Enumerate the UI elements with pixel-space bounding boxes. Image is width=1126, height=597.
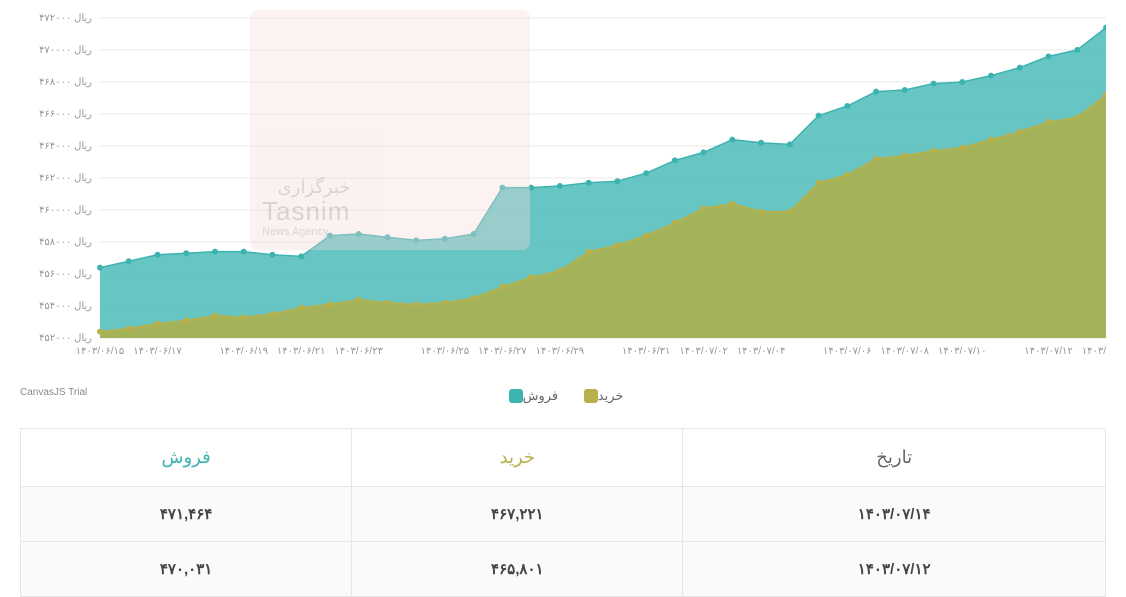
cell-buy: ۴۶۵,۸۰۱ xyxy=(352,542,683,597)
svg-text:۱۴۰۳/۰۷/۰۲: ۱۴۰۳/۰۷/۰۲ xyxy=(679,346,728,357)
svg-text:۱۴۰۳/۰۷/۰۶: ۱۴۰۳/۰۷/۰۶ xyxy=(823,346,872,357)
svg-text:۱۴۰۳/۰۶/۲۵: ۱۴۰۳/۰۶/۲۵ xyxy=(421,346,470,357)
svg-text:۱۴۰۳/۰۶/۲۳: ۱۴۰۳/۰۶/۲۳ xyxy=(334,346,383,357)
svg-text:۱۴۰۳/۰۷/۱۲: ۱۴۰۳/۰۷/۱۲ xyxy=(1024,346,1073,357)
watermark-en: Tasnim xyxy=(262,197,350,226)
svg-text:۱۴۰۳/۰۷/۱۰: ۱۴۰۳/۰۷/۱۰ xyxy=(938,346,987,357)
svg-text:۱۴۰۳/۰۶/۲۹: ۱۴۰۳/۰۶/۲۹ xyxy=(536,346,585,357)
legend-sell-swatch xyxy=(509,389,523,403)
legend-sell-label: فروش xyxy=(523,388,559,404)
svg-text:ریال ۴۶۴۰۰۰: ریال ۴۶۴۰۰۰ xyxy=(39,141,92,152)
legend: فروش خرید xyxy=(20,388,1106,406)
svg-text:ریال ۴۵۴۰۰۰: ریال ۴۵۴۰۰۰ xyxy=(39,301,92,312)
svg-text:ریال ۴۵۸۰۰۰: ریال ۴۵۸۰۰۰ xyxy=(39,237,92,248)
cell-date: ۱۴۰۳/۰۷/۱۲ xyxy=(683,542,1106,597)
svg-text:ریال ۴۶۲۰۰۰: ریال ۴۶۲۰۰۰ xyxy=(39,173,92,184)
svg-text:ریال ۴۵۶۰۰۰: ریال ۴۵۶۰۰۰ xyxy=(39,269,92,280)
price-table: فروش خرید تاریخ ۴۷۱,۴۶۴۴۶۷,۲۲۱۱۴۰۳/۰۷/۱۴… xyxy=(20,428,1106,597)
col-sell: فروش xyxy=(21,429,352,487)
svg-text:۱۴۰۳/۰۷/۱۴: ۱۴۰۳/۰۷/۱۴ xyxy=(1082,346,1106,357)
svg-text:ریال ۴۶۰۰۰۰: ریال ۴۶۰۰۰۰ xyxy=(39,205,92,216)
svg-text:۱۴۰۳/۰۶/۱۹: ۱۴۰۳/۰۶/۱۹ xyxy=(219,346,268,357)
watermark: خبرگزاری Tasnim News Agency xyxy=(250,10,530,250)
svg-text:۱۴۰۳/۰۷/۰۸: ۱۴۰۳/۰۷/۰۸ xyxy=(881,346,930,357)
svg-text:۱۴۰۳/۰۶/۲۱: ۱۴۰۳/۰۶/۲۱ xyxy=(277,346,326,357)
legend-buy-label: خرید xyxy=(598,388,624,404)
svg-text:۱۴۰۳/۰۶/۳۱: ۱۴۰۳/۰۶/۳۱ xyxy=(622,346,671,357)
svg-text:۱۴۰۳/۰۶/۱۵: ۱۴۰۳/۰۶/۱۵ xyxy=(76,346,125,357)
svg-text:ریال ۴۶۶۰۰۰: ریال ۴۶۶۰۰۰ xyxy=(39,109,92,120)
table-header-row: فروش خرید تاریخ xyxy=(21,429,1106,487)
cell-buy: ۴۶۷,۲۲۱ xyxy=(352,487,683,542)
col-buy: خرید xyxy=(352,429,683,487)
cell-sell: ۴۷۰,۰۳۱ xyxy=(21,542,352,597)
svg-text:۱۴۰۳/۰۶/۱۷: ۱۴۰۳/۰۶/۱۷ xyxy=(133,346,182,357)
legend-buy: خرید xyxy=(578,388,624,404)
legend-buy-swatch xyxy=(584,389,598,403)
chart-svg: ریال ۴۵۲۰۰۰ ریال ۴۵۴۰۰۰ ریال ۴۵۶۰۰۰ ریال ۴۵… xyxy=(20,10,1106,370)
table-row: ۴۷۰,۰۳۱۴۶۵,۸۰۱۱۴۰۳/۰۷/۱۲ xyxy=(21,542,1106,597)
table-row: ۴۷۱,۴۶۴۴۶۷,۲۲۱۱۴۰۳/۰۷/۱۴ xyxy=(21,487,1106,542)
watermark-sub: News Agency xyxy=(262,226,350,238)
col-date: تاریخ xyxy=(683,429,1106,487)
legend-sell: فروش xyxy=(503,388,559,404)
svg-text:ریال ۴۵۲۰۰۰: ریال ۴۵۲۰۰۰ xyxy=(39,333,92,344)
svg-text:۱۴۰۳/۰۶/۲۷: ۱۴۰۳/۰۶/۲۷ xyxy=(478,346,527,357)
cell-sell: ۴۷۱,۴۶۴ xyxy=(21,487,352,542)
watermark-ar: خبرگزاری xyxy=(262,178,350,198)
cell-date: ۱۴۰۳/۰۷/۱۴ xyxy=(683,487,1106,542)
svg-text:ریال ۴۷۰۰۰۰: ریال ۴۷۰۰۰۰ xyxy=(39,45,92,56)
trial-label: CanvasJS Trial xyxy=(20,387,87,398)
svg-text:ریال ۴۷۲۰۰۰: ریال ۴۷۲۰۰۰ xyxy=(39,13,92,24)
price-chart: خبرگزاری Tasnim News Agency ریال ۴۵۲۰۰۰ر… xyxy=(20,10,1106,370)
svg-text:۱۴۰۳/۰۷/۰۴: ۱۴۰۳/۰۷/۰۴ xyxy=(737,346,786,357)
svg-text:ریال ۴۶۸۰۰۰: ریال ۴۶۸۰۰۰ xyxy=(39,77,92,88)
